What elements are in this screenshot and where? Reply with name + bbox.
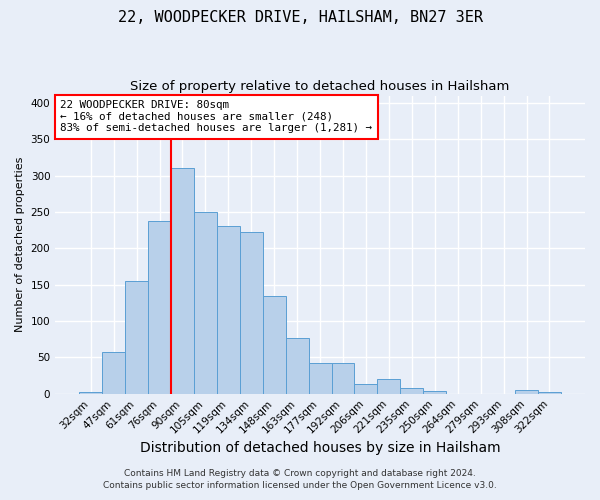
Bar xyxy=(423,391,446,394)
Bar xyxy=(263,296,286,394)
Bar xyxy=(515,390,538,394)
Bar xyxy=(286,338,308,394)
Bar xyxy=(377,379,400,394)
Y-axis label: Number of detached properties: Number of detached properties xyxy=(15,157,25,332)
Title: Size of property relative to detached houses in Hailsham: Size of property relative to detached ho… xyxy=(130,80,510,93)
Bar xyxy=(194,212,217,394)
Bar xyxy=(125,281,148,394)
Text: 22 WOODPECKER DRIVE: 80sqm
← 16% of detached houses are smaller (248)
83% of sem: 22 WOODPECKER DRIVE: 80sqm ← 16% of deta… xyxy=(61,100,373,133)
Bar xyxy=(217,226,240,394)
Bar xyxy=(400,388,423,394)
Text: Contains HM Land Registry data © Crown copyright and database right 2024.
Contai: Contains HM Land Registry data © Crown c… xyxy=(103,468,497,490)
Bar xyxy=(538,392,561,394)
Bar xyxy=(240,232,263,394)
Bar xyxy=(355,384,377,394)
Bar xyxy=(308,363,332,394)
Bar xyxy=(79,392,102,394)
Bar xyxy=(332,363,355,394)
Text: 22, WOODPECKER DRIVE, HAILSHAM, BN27 3ER: 22, WOODPECKER DRIVE, HAILSHAM, BN27 3ER xyxy=(118,10,482,25)
Bar xyxy=(102,352,125,394)
X-axis label: Distribution of detached houses by size in Hailsham: Distribution of detached houses by size … xyxy=(140,441,500,455)
Bar xyxy=(171,168,194,394)
Bar xyxy=(148,222,171,394)
